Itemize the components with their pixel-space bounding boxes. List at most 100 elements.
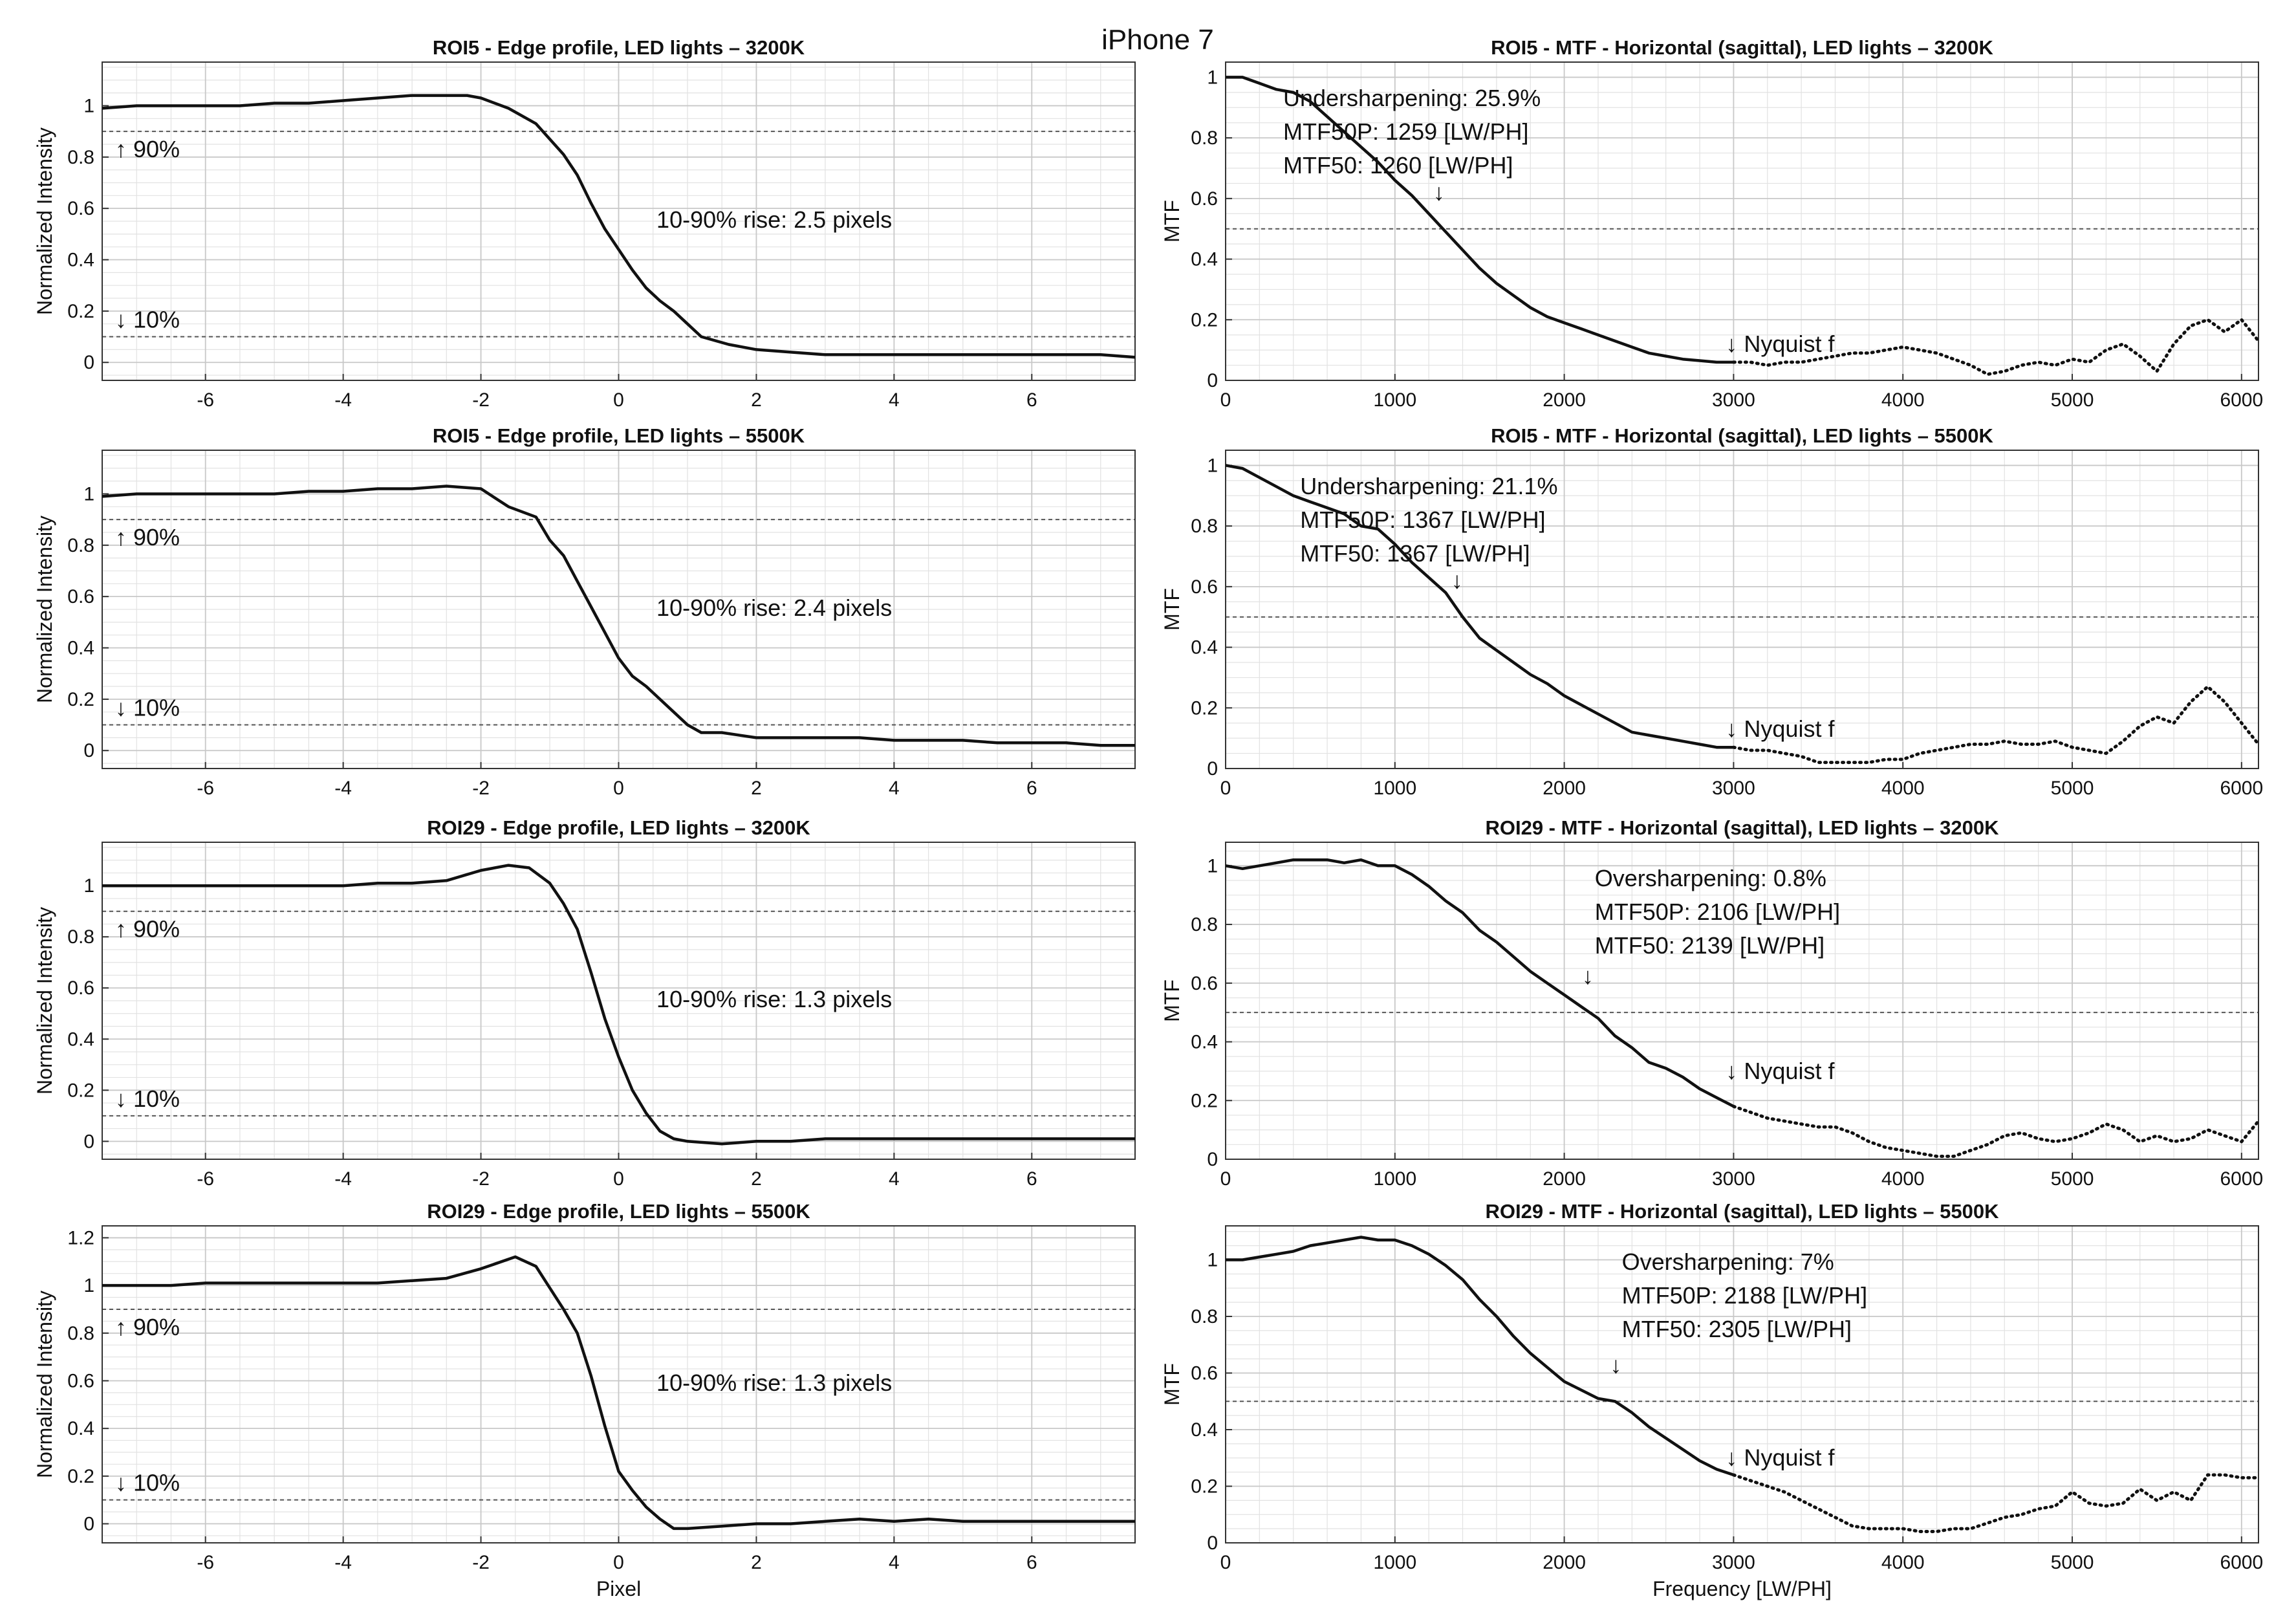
y-tick-label: 0 (83, 740, 94, 761)
x-tick-label: 0 (1220, 778, 1231, 799)
rise-text: 10-90% rise: 2.5 pixels (656, 206, 892, 233)
x-tick-label: -2 (472, 778, 490, 799)
chart-panels: -6 -4 -2 0 2 4 6 0 0.2 0.4 0.6 0.8 1 ROI5 - Edge prof… (33, 36, 2263, 1600)
mtf-note: Oversharpening: 0.8% (1595, 865, 1826, 891)
chart-title: ROI29 - MTF - Horizontal (sagittal), LED… (1485, 1200, 1999, 1223)
chart-title: ROI5 - MTF - Horizontal (sagittal), LED … (1491, 424, 1993, 447)
x-tick-label: 5000 (2051, 1552, 2094, 1573)
chart-title: ROI29 - MTF - Horizontal (sagittal), LED… (1485, 816, 1999, 839)
y-axis-label: MTF (1160, 200, 1184, 243)
major-grid (1225, 62, 2258, 381)
data-lines (102, 1255, 1135, 1531)
label-90-percent: ↑ 90% (115, 524, 180, 551)
x-tick-label: -4 (334, 1552, 352, 1573)
y-tick-label: 0.6 (1191, 1363, 1218, 1384)
y-axis-label: Normalized Intensity (33, 127, 56, 315)
chart-title: ROI29 - Edge profile, LED lights – 5500K (427, 1200, 810, 1223)
x-tick-label: 2000 (1543, 1168, 1586, 1190)
chart-mtf-roi29-5500: 0 1000 2000 3000 4000 5000 6000 0 0.2 0.4 0.6 0.8 1 R… (1160, 1200, 2263, 1600)
x-tick-label: -2 (472, 1168, 490, 1190)
y-axis-label: MTF (1160, 1363, 1184, 1406)
nyquist-label: ↓ Nyquist f (1726, 715, 1835, 742)
y-tick-label: 0.4 (1191, 1032, 1218, 1053)
mtf-note: Oversharpening: 7% (1622, 1249, 1834, 1275)
data-lines (1226, 1236, 2258, 1533)
y-tick-label: 0.2 (67, 689, 94, 710)
x-tick-label: 4000 (1881, 778, 1925, 799)
nyquist-label: ↓ Nyquist f (1726, 1058, 1835, 1084)
mtf-note: MTF50: 2139 [LW/PH] (1595, 932, 1825, 959)
y-tick-label: 0 (1207, 370, 1218, 391)
x-tick-label: 4000 (1881, 389, 1925, 411)
x-tick-label: 0 (613, 1552, 624, 1573)
y-tick-label: 0.8 (1191, 914, 1218, 935)
nyquist-label: ↓ Nyquist f (1726, 1444, 1835, 1470)
x-tick-label: 5000 (2051, 778, 2094, 799)
series-line (1226, 464, 1735, 749)
series-line-dotted (1731, 1104, 2258, 1158)
mtf-note: MTF50P: 2106 [LW/PH] (1595, 899, 1840, 925)
y-tick-label: 0.8 (67, 535, 94, 556)
x-tick-label: 5000 (2051, 1168, 2094, 1190)
x-tick-label: -6 (197, 1552, 214, 1573)
mtf50-arrow-icon: ↓ (1610, 1351, 1621, 1378)
x-tick-label: 3000 (1712, 389, 1755, 411)
y-tick-label: 0.2 (1191, 309, 1218, 331)
y-tick-label: 0.8 (67, 1323, 94, 1344)
axes-frame (1225, 61, 2259, 381)
x-tick-label: -6 (197, 778, 214, 799)
x-tick-label: 4 (889, 778, 900, 799)
series-line-dotted (1731, 685, 2258, 765)
x-tick-label: -6 (197, 389, 214, 411)
y-tick-label: 0.6 (1191, 973, 1218, 994)
data-lines (1226, 858, 2258, 1158)
x-tick-label: 2000 (1543, 389, 1586, 411)
y-tick-label: 0.6 (1191, 188, 1218, 210)
x-tick-label: 6000 (2220, 389, 2263, 411)
y-tick-label: 0.4 (67, 1418, 94, 1439)
x-tick-label: 6 (1026, 1168, 1037, 1190)
y-tick-label: 0 (1207, 758, 1218, 780)
major-grid (102, 842, 1135, 1159)
y-tick-label: 0.2 (67, 1080, 94, 1101)
x-tick-label: -2 (472, 1552, 490, 1573)
y-tick-label: 0.8 (1191, 516, 1218, 537)
mtf50-arrow-icon: ↓ (1433, 179, 1445, 206)
x-tick-label: 2 (751, 1552, 762, 1573)
y-axis-label: Normalized Intensity (33, 1291, 56, 1478)
chart-edge-roi5-5500: -6 -4 -2 0 2 4 6 0 0.2 0.4 0.6 0.8 1 ROI5 - Edge prof… (33, 424, 1136, 799)
y-tick-label: 0.4 (1191, 637, 1218, 659)
y-tick-label: 0.6 (67, 977, 94, 999)
x-tick-label: 6000 (2220, 778, 2263, 799)
y-tick-label: 0.6 (67, 198, 94, 219)
series-line (1226, 76, 1735, 364)
x-tick-label: 4000 (1881, 1552, 1925, 1573)
mtf50-arrow-icon: ↓ (1451, 567, 1463, 594)
y-tick-label: 0 (83, 1131, 94, 1152)
chart-title: ROI5 - Edge profile, LED lights – 3200K (433, 36, 805, 59)
x-tick-label: 2000 (1543, 778, 1586, 799)
y-axis-label: MTF (1160, 979, 1184, 1022)
chart-mtf-roi5-5500: 0 1000 2000 3000 4000 5000 6000 0 0.2 0.4 0.6 0.8 1 R… (1160, 424, 2263, 799)
x-tick-label: 3000 (1712, 1552, 1755, 1573)
x-tick-label: 1000 (1373, 778, 1416, 799)
data-lines (1226, 464, 2258, 765)
x-tick-label: 2 (751, 778, 762, 799)
label-10-percent: ↓ 10% (115, 695, 180, 721)
y-tick-label: 1 (1207, 455, 1218, 476)
x-tick-label: 6000 (2220, 1168, 2263, 1190)
y-tick-label: 0.4 (67, 638, 94, 659)
chart-edge-roi5-3200: -6 -4 -2 0 2 4 6 0 0.2 0.4 0.6 0.8 1 ROI5 - Edge prof… (33, 36, 1136, 411)
mtf-note: MTF50: 2305 [LW/PH] (1622, 1316, 1852, 1342)
data-lines (1226, 76, 2258, 376)
y-tick-label: 1.2 (67, 1227, 94, 1249)
x-tick-label: 1000 (1373, 1168, 1416, 1190)
x-tick-label: -6 (197, 1168, 214, 1190)
x-tick-label: 2 (751, 389, 762, 411)
series-line-dotted (1731, 318, 2258, 376)
x-tick-label: 6 (1026, 1552, 1037, 1573)
mtf-note: MTF50: 1367 [LW/PH] (1300, 540, 1530, 567)
mtf50-arrow-icon: ↓ (1582, 963, 1594, 989)
x-tick-label: 4000 (1881, 1168, 1925, 1190)
